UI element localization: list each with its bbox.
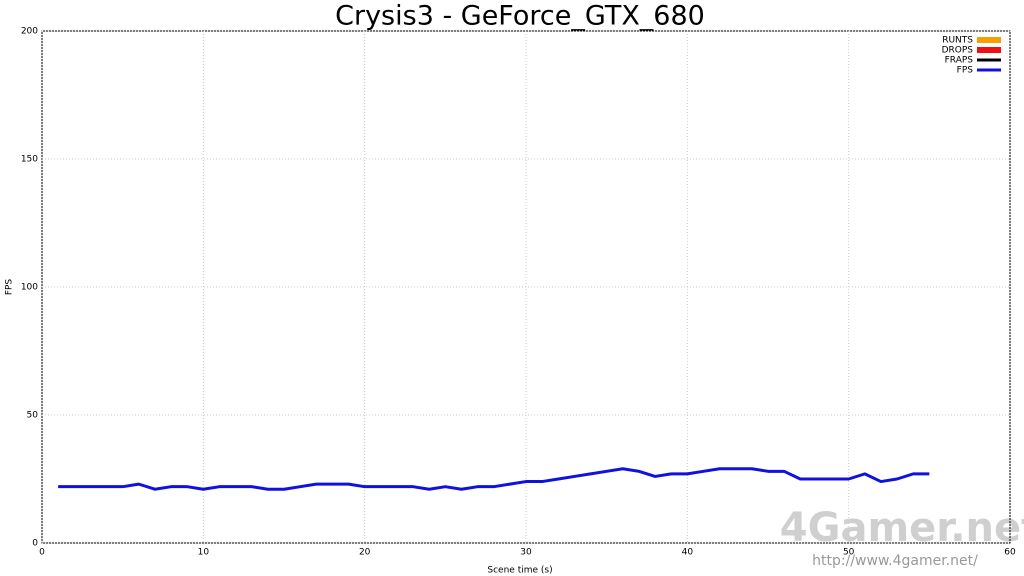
watermark: 4Gamer.net — [780, 505, 1024, 551]
x-tick-label: 30 — [520, 548, 532, 558]
x-tick-label: 60 — [1004, 548, 1016, 558]
y-tick-label: 150 — [21, 155, 38, 165]
y-tick-label: 200 — [21, 27, 38, 37]
fps-line — [58, 467, 930, 491]
legend-label: FRAPS — [945, 56, 974, 66]
y-axis-label: FPS — [5, 279, 15, 296]
y-tick-label: 50 — [27, 411, 39, 421]
legend-label: RUNTS — [942, 36, 973, 46]
chart-title: Crysis3 - GeForce_GTX_680 — [335, 1, 705, 32]
y-tick-label: 0 — [32, 539, 38, 549]
x-tick-label: 40 — [682, 548, 694, 558]
y-tick-label: 100 — [21, 283, 38, 293]
x-tick-label: 10 — [198, 548, 210, 558]
x-tick-label: 50 — [843, 548, 855, 558]
watermark-url: http://www.4gamer.net/ — [812, 553, 978, 569]
x-tick-label: 20 — [359, 548, 371, 558]
legend-label: FPS — [957, 66, 974, 76]
x-axis-label: Scene time (s) — [487, 566, 552, 576]
legend-label: DROPS — [942, 46, 974, 56]
x-tick-label: 0 — [39, 548, 45, 558]
